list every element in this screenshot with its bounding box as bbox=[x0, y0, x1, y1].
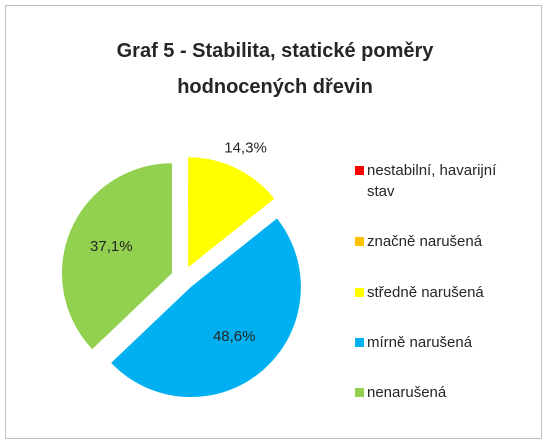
data-label: 37,1% bbox=[90, 238, 133, 255]
legend-swatch bbox=[355, 166, 364, 175]
pie-slice bbox=[188, 157, 275, 268]
chart-title: Graf 5 - Stabilita, statické poměry hodn… bbox=[116, 40, 434, 98]
legend-item: značně narušená bbox=[355, 231, 515, 252]
pie-slice bbox=[61, 163, 172, 350]
legend-item: mírně narušená bbox=[355, 332, 515, 353]
chart-frame bbox=[5, 5, 542, 439]
legend-label: středně narušená bbox=[367, 283, 484, 301]
legend-swatch bbox=[355, 237, 364, 247]
legend-swatch bbox=[355, 287, 364, 297]
legend-label: nenarušená bbox=[367, 384, 447, 401]
legend-item: nenarušená bbox=[355, 382, 515, 403]
legend-swatch bbox=[355, 337, 364, 347]
legend: nestabilní, havarijní stav značně narušen… bbox=[355, 160, 515, 403]
legend-label: mírně narušená bbox=[367, 333, 473, 351]
data-label: 14,3% bbox=[224, 139, 267, 156]
legend-label: značně narušená bbox=[367, 233, 483, 251]
legend-swatch bbox=[355, 388, 364, 397]
legend-item: středně narušená bbox=[355, 282, 515, 303]
pie-slice bbox=[111, 218, 301, 398]
legend-label: nestabilní, havarijní stav bbox=[367, 162, 497, 200]
legend-item: nestabilní, havarijní stav bbox=[355, 160, 515, 202]
data-label: 48,6% bbox=[213, 328, 256, 345]
